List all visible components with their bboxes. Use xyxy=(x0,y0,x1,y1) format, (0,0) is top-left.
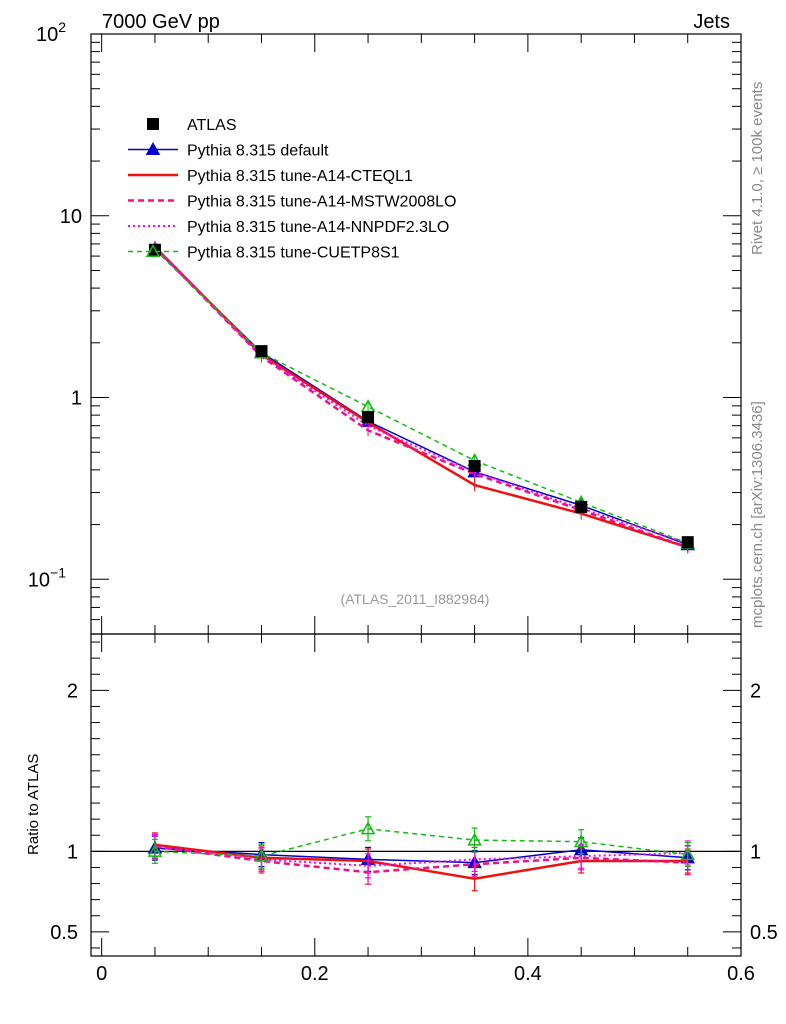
main-y-tick-labels: 10−1 1 10 102 xyxy=(28,19,82,591)
legend-label: Pythia 8.315 tune-A14-NNPDF2.3LO xyxy=(187,219,449,236)
x-tick-label: 0.4 xyxy=(514,963,542,985)
main-ytick-label: 102 xyxy=(36,19,66,46)
main-series-line-3 xyxy=(154,246,689,549)
legend-open-triangle-marker xyxy=(145,243,161,258)
main-series-line-4 xyxy=(154,247,689,545)
ratio-ytick-label-right: 0.5 xyxy=(750,922,778,944)
legend-entry: Pythia 8.315 default xyxy=(128,141,329,160)
x-tick-label: 0.2 xyxy=(301,963,329,985)
main-series-line-5 xyxy=(154,249,688,544)
legend-label: ATLAS xyxy=(187,117,237,134)
ratio-point-cuetp8s1 xyxy=(573,834,589,848)
main-series-line-1 xyxy=(154,248,688,546)
ratio-series-line-3 xyxy=(154,845,688,867)
main-ytick-label: 10 xyxy=(60,206,82,228)
legend-entry: Pythia 8.315 tune-A14-NNPDF2.3LO xyxy=(128,219,449,236)
legend-label: Pythia 8.315 tune-A14-MSTW2008LO xyxy=(187,194,456,211)
legend-atlas-marker xyxy=(147,118,159,130)
ratio-ytick-label-right: 1 xyxy=(750,841,761,863)
legend-label: Pythia 8.315 default xyxy=(187,143,329,160)
main-ytick-label: 10−1 xyxy=(28,564,66,591)
ratio-point-cuetp8s1 xyxy=(360,821,376,835)
legend: ATLAS Pythia 8.315 default Pythia 8.315 tu… xyxy=(128,117,456,262)
ratio-series-line-2 xyxy=(154,845,688,874)
legend-label: Pythia 8.315 tune-A14-CTEQL1 xyxy=(187,168,413,185)
analysis-reference: (ATLAS_2011_I882984) xyxy=(341,591,490,607)
ratio-point-cuetp8s1 xyxy=(254,848,269,862)
main-axis-ticks xyxy=(91,33,742,635)
x-tick-label: 0 xyxy=(96,963,107,985)
legend-entry: Pythia 8.315 tune-A14-CTEQL1 xyxy=(128,168,413,185)
main-point-atlas xyxy=(255,345,268,358)
ratio-point-cuetp8s1 xyxy=(467,832,482,846)
ratio-axis-ticks xyxy=(91,634,742,956)
ratio-y-axis-label: Ratio to ATLAS xyxy=(25,754,42,855)
ratio-point-cuetp8s1 xyxy=(680,847,695,861)
ratio-ytick-label-right: 2 xyxy=(750,680,761,702)
source-label: mcplots.cern.ch [arXiv:1306.3436] xyxy=(749,401,766,628)
ratio-series-line-0 xyxy=(154,847,688,864)
ratio-point-cuetp8s1 xyxy=(147,843,163,857)
ratio-series-line-1 xyxy=(154,843,688,880)
ratio-y-tick-labels: 0.5 0.5 1 1 2 2 xyxy=(50,680,778,944)
legend-entry: ATLAS xyxy=(147,117,237,134)
ratio-series-line-4 xyxy=(154,828,688,857)
main-ytick-label: 1 xyxy=(71,388,82,410)
legend-triangle-marker xyxy=(145,141,161,156)
main-series-group xyxy=(147,240,695,554)
ratio-series-group xyxy=(91,816,741,892)
rivet-label: Rivet 4.1.0, ≥ 100k events xyxy=(749,82,766,255)
main-point-atlas xyxy=(575,500,588,513)
ratio-ytick-label-left: 0.5 xyxy=(50,922,78,944)
ratio-ytick-label-left: 1 xyxy=(67,841,78,863)
ratio-ytick-label-left: 2 xyxy=(67,680,78,702)
x-tick-label: 0.6 xyxy=(727,963,755,985)
main-point-atlas xyxy=(468,460,481,473)
legend-entry: Pythia 8.315 tune-A14-MSTW2008LO xyxy=(128,194,456,211)
header-left-title: 7000 GeV pp xyxy=(102,11,220,33)
ratio-plot-frame xyxy=(90,633,742,957)
main-series-line-2 xyxy=(154,245,689,549)
x-tick-labels: 0 0.2 0.4 0.6 xyxy=(96,963,755,985)
legend-entry: Pythia 8.315 tune-CUETP8S1 xyxy=(128,243,400,262)
main-point-atlas xyxy=(362,411,375,424)
header-right-title: Jets xyxy=(693,11,730,33)
main-point-atlas xyxy=(681,536,694,549)
legend-label: Pythia 8.315 tune-CUETP8S1 xyxy=(187,245,400,262)
